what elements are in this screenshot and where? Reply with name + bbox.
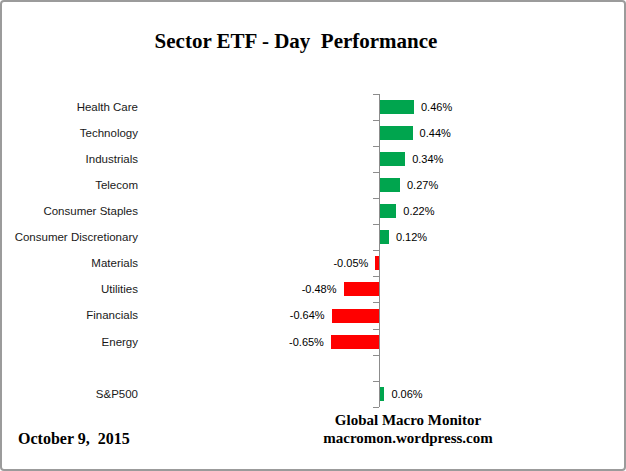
- footer-source-line1: Global Macro Monitor: [312, 412, 504, 430]
- value-label-financials: -0.64%: [290, 302, 325, 328]
- bar-utilities: [344, 282, 380, 296]
- axis-tick: [373, 407, 379, 408]
- category-label-financials: Financials: [0, 302, 138, 328]
- bar-technology: [380, 126, 413, 140]
- bar-consumer-discretionary: [380, 230, 389, 244]
- value-label-consumer-staples: 0.22%: [403, 198, 434, 224]
- category-label-s-p500: S&P500: [0, 381, 138, 407]
- category-label-consumer-staples: Consumer Staples: [0, 198, 138, 224]
- category-label-consumer-discretionary: Consumer Discretionary: [0, 224, 138, 250]
- bar-telecom: [380, 178, 400, 192]
- value-label-industrials: 0.34%: [412, 146, 443, 172]
- category-label-health-care: Health Care: [0, 94, 138, 120]
- bar-industrials: [380, 152, 405, 166]
- value-label-s-p500: 0.06%: [391, 381, 422, 407]
- footer-source: Global Macro Monitor macromon.wordpress.…: [312, 412, 504, 447]
- category-axis-line: [379, 94, 380, 407]
- category-label-energy: Energy: [0, 329, 138, 355]
- chart-frame: Sector ETF - Day Performance Health Care…: [0, 0, 626, 471]
- value-label-technology: 0.44%: [420, 120, 451, 146]
- bar-health-care: [380, 100, 414, 114]
- bar-energy: [331, 335, 379, 349]
- bar-consumer-staples: [380, 204, 396, 218]
- value-label-telecom: 0.27%: [407, 172, 438, 198]
- category-label-materials: Materials: [0, 250, 138, 276]
- footer-source-line2: macromon.wordpress.com: [312, 430, 504, 448]
- plot-area: Health Care 0.46% Technology 0.44% Industria…: [0, 0, 626, 471]
- category-label-industrials: Industrials: [0, 146, 138, 172]
- value-label-health-care: 0.46%: [421, 94, 452, 120]
- bar-financials: [332, 309, 379, 323]
- value-label-consumer-discretionary: 0.12%: [396, 224, 427, 250]
- category-label-telecom: Telecom: [0, 172, 138, 198]
- bar-s-p500: [380, 387, 384, 401]
- footer-date: October 9, 2015: [18, 430, 130, 448]
- value-label-utilities: -0.48%: [302, 276, 337, 302]
- value-label-energy: -0.65%: [289, 329, 324, 355]
- category-label-utilities: Utilities: [0, 276, 138, 302]
- value-label-materials: -0.05%: [333, 250, 368, 276]
- category-label-technology: Technology: [0, 120, 138, 146]
